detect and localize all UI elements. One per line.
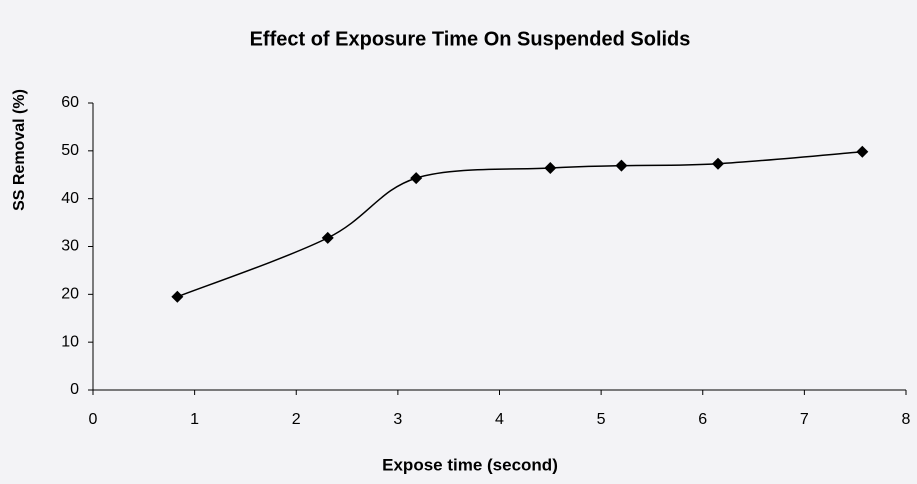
x-tick-label: 4 <box>495 411 504 428</box>
marker <box>615 159 628 172</box>
x-tick-label: 7 <box>800 411 809 428</box>
x-tick-label: 0 <box>89 411 98 428</box>
x-axis-label: Expose time (second) <box>382 455 558 474</box>
marker <box>856 145 869 158</box>
chart-title: Effect of Exposure Time On Suspended Sol… <box>250 28 691 50</box>
y-tick-label: 60 <box>61 94 79 111</box>
x-tick-label: 2 <box>292 411 301 428</box>
series-line <box>177 151 863 298</box>
x-tick-label: 1 <box>190 411 199 428</box>
y-tick-label: 30 <box>61 238 79 255</box>
y-tick-label: 40 <box>61 190 79 207</box>
x-tick-label: 3 <box>393 411 402 428</box>
y-tick-label: 20 <box>61 286 79 303</box>
marker <box>410 172 423 185</box>
x-tick-label: 6 <box>698 411 707 428</box>
y-tick-label: 10 <box>61 333 79 350</box>
marker <box>321 231 334 244</box>
x-tick-label: 5 <box>597 411 606 428</box>
marker <box>544 162 557 175</box>
marker <box>711 157 724 170</box>
x-tick-label: 8 <box>902 411 911 428</box>
marker <box>171 290 184 303</box>
y-axis-label: SS Removal (%) <box>11 89 28 211</box>
y-tick-label: 0 <box>70 381 79 398</box>
y-tick-label: 50 <box>61 142 79 159</box>
